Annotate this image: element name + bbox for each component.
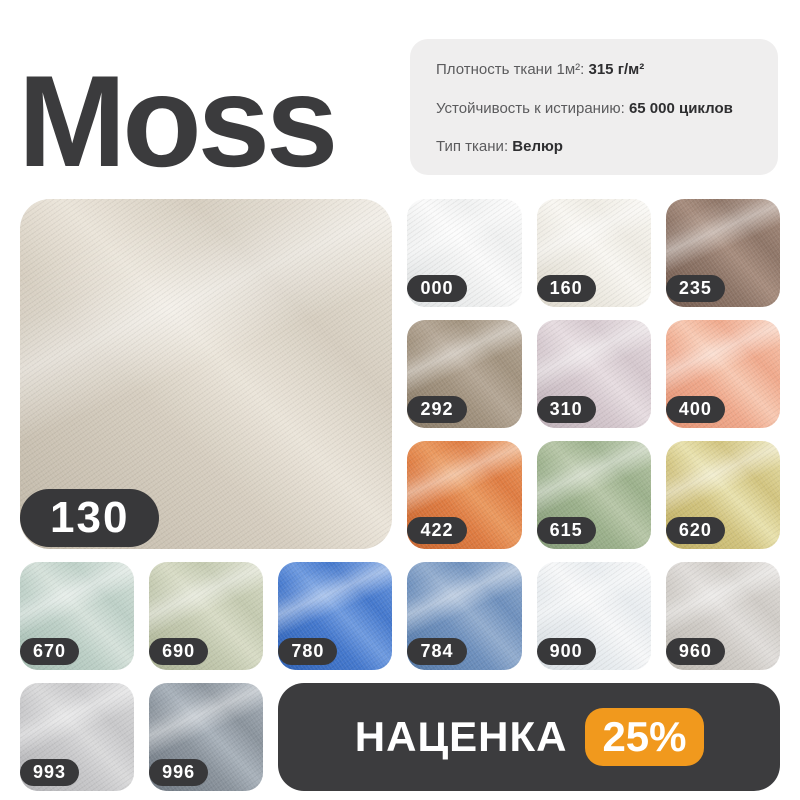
swatch-160[interactable]: 160	[536, 199, 652, 307]
page-title: Moss	[18, 48, 338, 194]
swatch-292[interactable]: 292	[407, 320, 522, 428]
swatch-615[interactable]: 615	[536, 441, 652, 549]
swatch-grid: 130 000 160 235 292 310 400 422 615 620 …	[20, 199, 781, 791]
swatch-620[interactable]: 620	[665, 441, 781, 549]
swatch-784[interactable]: 784	[407, 562, 522, 670]
swatch-code-pill: 620	[665, 517, 725, 544]
spec-value: 315 г/м²	[588, 61, 645, 78]
swatch-code-pill: 422	[407, 517, 467, 544]
spec-line: Тип ткани: Велюр	[436, 137, 754, 157]
swatch-code-pill: 900	[536, 638, 596, 665]
swatch-780[interactable]: 780	[278, 562, 393, 670]
swatch-960[interactable]: 960	[665, 562, 781, 670]
header: Moss Плотность ткани 1м²: 315 г/м² Устой…	[18, 20, 780, 199]
swatch-code-pill: 000	[407, 275, 467, 302]
swatch-310[interactable]: 310	[536, 320, 652, 428]
swatch-130[interactable]: 130	[20, 199, 393, 549]
swatch-900[interactable]: 900	[536, 562, 652, 670]
swatch-422[interactable]: 422	[407, 441, 522, 549]
swatch-code-pill: 996	[149, 759, 209, 786]
swatch-code-pill: 130	[20, 489, 160, 547]
spec-line: Плотность ткани 1м²: 315 г/м²	[436, 60, 754, 80]
swatch-235[interactable]: 235	[665, 199, 781, 307]
swatch-996[interactable]: 996	[149, 683, 264, 791]
spec-label: Устойчивость к истиранию:	[436, 99, 625, 117]
swatch-400[interactable]: 400	[665, 320, 781, 428]
spec-label: Тип ткани:	[436, 138, 509, 155]
swatch-code-pill: 690	[149, 638, 209, 665]
spec-label: Плотность ткани 1м²:	[436, 61, 585, 78]
swatch-code-pill: 400	[665, 396, 725, 423]
swatch-code-pill: 780	[278, 638, 338, 665]
swatch-code-pill: 993	[20, 759, 80, 786]
fabric-specs-card: Плотность ткани 1м²: 315 г/м² Устойчивос…	[410, 39, 778, 175]
swatch-code-pill: 310	[536, 396, 596, 423]
spec-value: Велюр	[512, 138, 563, 155]
swatch-code-pill: 670	[20, 638, 80, 665]
swatch-code-pill: 160	[536, 275, 596, 302]
spec-line: Устойчивость к истиранию: 65 000 циклов	[436, 99, 754, 119]
swatch-code-pill: 784	[407, 638, 467, 665]
swatch-690[interactable]: 690	[149, 562, 264, 670]
swatch-000[interactable]: 000	[407, 199, 522, 307]
swatch-code-pill: 960	[665, 638, 725, 665]
markup-label: НАЦЕНКА	[354, 713, 568, 760]
swatch-993[interactable]: 993	[20, 683, 135, 791]
swatch-code-pill: 235	[665, 275, 725, 302]
swatch-code-pill: 615	[536, 517, 596, 544]
markup-banner: НАЦЕНКА 25%	[278, 683, 780, 791]
spec-value: 65 000 циклов	[628, 99, 733, 117]
swatch-code-pill: 292	[407, 396, 467, 423]
swatch-670[interactable]: 670	[20, 562, 135, 670]
markup-percent-badge: 25%	[585, 707, 704, 767]
